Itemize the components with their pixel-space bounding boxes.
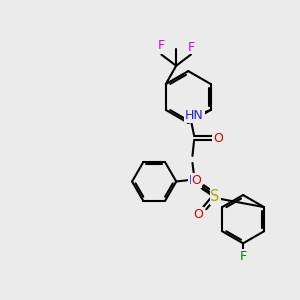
Text: F: F bbox=[239, 250, 247, 263]
Text: F: F bbox=[187, 41, 194, 54]
Text: F: F bbox=[158, 39, 165, 52]
Text: O: O bbox=[194, 208, 203, 221]
Text: S: S bbox=[210, 189, 220, 204]
Text: O: O bbox=[191, 174, 201, 187]
Text: O: O bbox=[213, 132, 223, 145]
Text: F: F bbox=[158, 41, 165, 54]
Text: HN: HN bbox=[185, 109, 204, 122]
Text: N: N bbox=[189, 173, 199, 187]
